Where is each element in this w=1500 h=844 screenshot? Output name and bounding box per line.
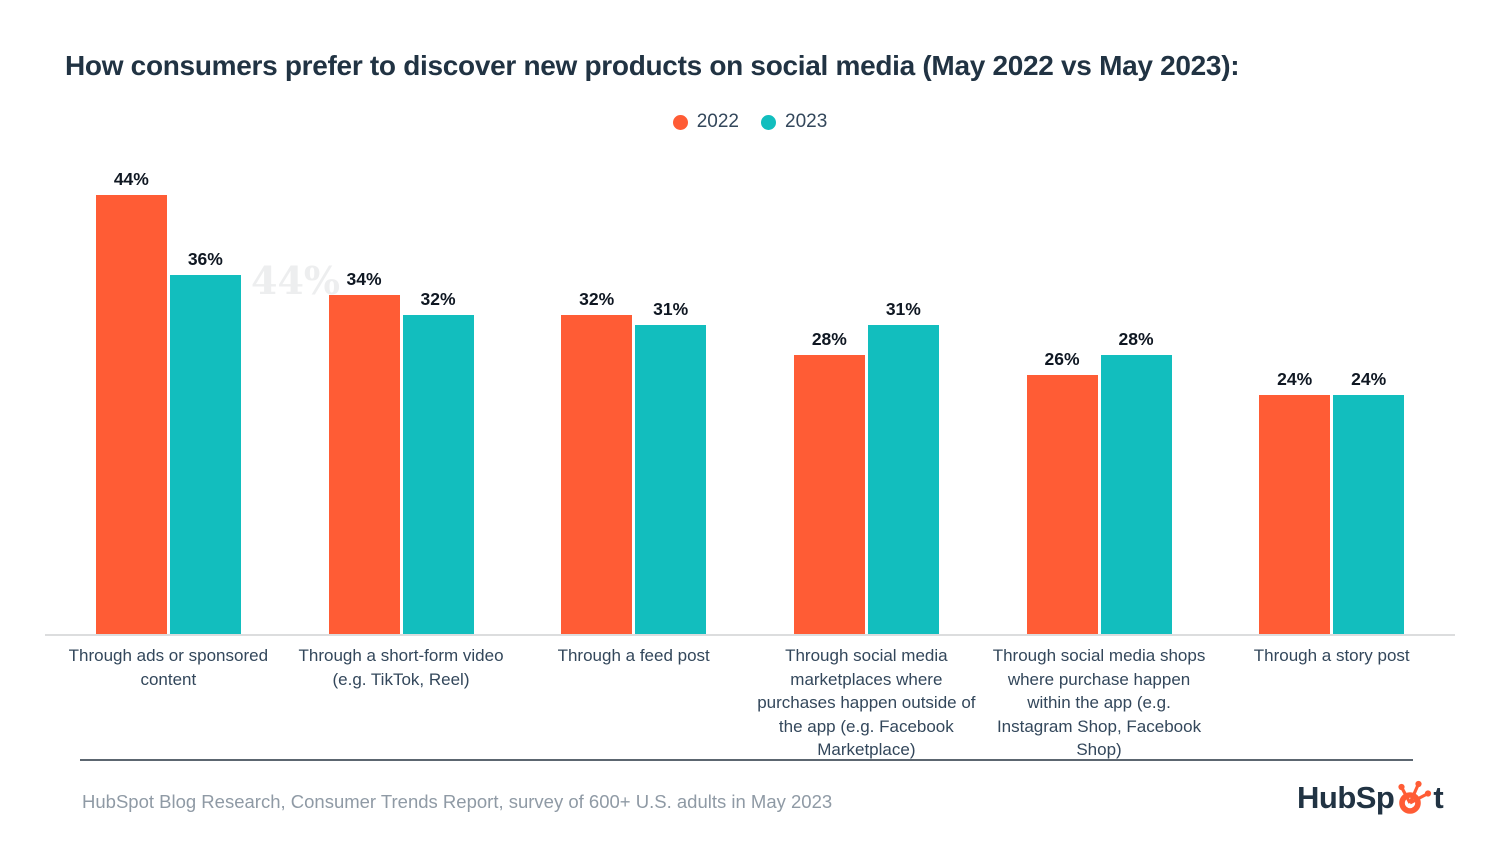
bar-rect <box>1100 355 1172 635</box>
bar-value-label: 32% <box>420 289 456 309</box>
legend-item-2022: 2022 <box>672 111 739 133</box>
hubspot-logo-text-pre: HubSp <box>1297 779 1395 815</box>
bar-rect <box>169 275 241 635</box>
bar-rect <box>561 315 633 635</box>
bar-group-4: 28% 31% <box>750 195 983 635</box>
bar-2023-4: 31% <box>867 299 939 635</box>
bar-2022-5: 26% <box>1026 349 1098 635</box>
bar-value-label: 28% <box>1118 329 1154 349</box>
bar-rect <box>402 315 474 635</box>
bar-value-label: 24% <box>1277 369 1313 389</box>
legend: 2022 2023 <box>0 111 1500 133</box>
bar-2023-2: 32% <box>402 289 474 635</box>
bar-value-label: 44% <box>113 169 149 189</box>
hubspot-logo-text-post: t <box>1433 779 1444 815</box>
category-label-4: Through social media marketplaces where … <box>757 646 976 759</box>
hubspot-sprocket-icon <box>1394 779 1433 816</box>
bar-group-3: 32% 31% <box>517 195 750 635</box>
legend-label: 2023 <box>785 111 828 132</box>
bar-value-label: 32% <box>579 289 615 309</box>
bar-2022-6: 24% <box>1259 369 1331 635</box>
hubspot-logo: HubSp t <box>1297 779 1444 816</box>
bar-rect <box>328 295 400 635</box>
bar-rect <box>1026 375 1098 635</box>
bar-rect <box>793 355 865 635</box>
category-label-5: Through social media shops where purchas… <box>992 646 1206 759</box>
chart-title: How consumers prefer to discover new pro… <box>65 50 1240 81</box>
bar-2023-6: 24% <box>1333 369 1405 635</box>
bar-rect <box>95 195 167 635</box>
bar-group-6: 24% 24% <box>1215 195 1448 635</box>
bar-value-label: 36% <box>187 249 223 269</box>
category-label-6: Through a story post <box>1253 646 1410 665</box>
bar-rect <box>1259 395 1331 635</box>
bar-plot: 44% 36% 34% 32% 32% 31% 28% 31% 26% 28% 24% 24% <box>52 169 1448 635</box>
bar-value-label: 31% <box>885 299 921 319</box>
bar-value-label: 28% <box>811 329 847 349</box>
category-labels: Through ads or sponsored content Through … <box>52 644 1448 762</box>
x-axis-line <box>45 634 1455 636</box>
bar-2022-4: 28% <box>793 329 865 635</box>
source-text: HubSpot Blog Research, Consumer Trends R… <box>82 791 833 812</box>
bar-2022-2: 34% <box>328 269 400 635</box>
bar-group-2: 34% 32% <box>285 195 518 635</box>
legend-dot-icon <box>761 114 776 130</box>
bar-2023-1: 36% <box>169 249 241 635</box>
category-label-1: Through ads or sponsored content <box>68 646 269 689</box>
legend-label: 2022 <box>696 111 739 132</box>
bar-2022-3: 32% <box>561 289 633 635</box>
bar-value-label: 26% <box>1044 349 1080 369</box>
bar-rect <box>1333 395 1405 635</box>
footer-divider <box>80 759 1413 761</box>
bar-value-label: 34% <box>346 269 382 289</box>
bar-2023-3: 31% <box>635 299 707 635</box>
bar-rect <box>635 325 707 635</box>
legend-item-2023: 2023 <box>761 111 827 133</box>
bar-value-label: 31% <box>653 299 689 319</box>
bar-group-1: 44% 36% <box>52 169 285 635</box>
category-label-3: Through a feed post <box>557 646 710 665</box>
bar-rect <box>867 325 939 635</box>
bar-2022-1: 44% <box>95 169 167 635</box>
legend-dot-icon <box>672 114 688 130</box>
bar-value-label: 24% <box>1351 369 1387 389</box>
bar-2023-5: 28% <box>1100 329 1172 635</box>
category-label-2: Through a short-form video (e.g. TikTok,… <box>298 646 504 689</box>
bar-group-5: 26% 28% <box>983 195 1216 635</box>
